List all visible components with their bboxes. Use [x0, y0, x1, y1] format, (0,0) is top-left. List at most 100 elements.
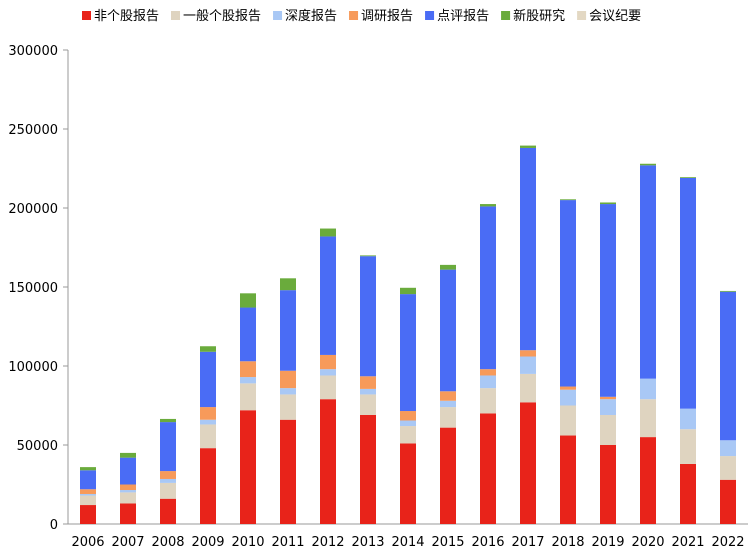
bar-segment: [600, 414, 616, 445]
bar-segment: [640, 163, 656, 166]
x-tick-label: 2021: [671, 535, 704, 550]
bar-segment: [640, 165, 656, 379]
bar-segment: [720, 479, 736, 524]
bar-segment: [480, 206, 496, 370]
bar-segment: [80, 467, 96, 471]
bar-segment: [280, 278, 296, 291]
legend-swatch: [171, 11, 181, 20]
bar-segment: [520, 145, 536, 148]
bar-segment: [440, 400, 456, 408]
legend-swatch: [82, 11, 91, 20]
bar-segment: [80, 495, 96, 506]
bar-segment: [200, 351, 216, 408]
bar-segment: [640, 378, 656, 400]
x-tick-label: 2013: [351, 535, 384, 550]
legend-label: 一般个股报告: [183, 8, 261, 24]
y-tick-label: 50000: [17, 439, 58, 454]
bar-segment: [360, 256, 376, 377]
bar-segment: [680, 177, 696, 178]
legend-swatch: [273, 11, 283, 20]
bar-segment: [400, 294, 416, 412]
y-tick-label: 200000: [8, 202, 58, 217]
legend-swatch: [577, 11, 587, 20]
bar-segment: [400, 420, 416, 427]
x-tick-label: 2010: [231, 535, 264, 550]
bar-segment: [120, 452, 136, 458]
x-tick-label: 2016: [471, 535, 504, 550]
bar-segment: [640, 437, 656, 524]
legend-label: 点评报告: [437, 9, 489, 24]
bar-segment: [240, 307, 256, 362]
bar-segment: [440, 264, 456, 270]
bars: [80, 145, 736, 524]
x-tick-label: 2015: [431, 535, 464, 550]
bar-segment: [520, 373, 536, 403]
legend-label: 深度报告: [285, 8, 337, 24]
bar-segment: [480, 369, 496, 376]
bar-segment: [320, 375, 336, 400]
bar-segment: [320, 228, 336, 237]
bar-segment: [360, 388, 376, 395]
bar-segment: [520, 147, 536, 351]
bar-segment: [120, 490, 136, 493]
y-tick-label: 250000: [8, 123, 58, 138]
bar-segment: [440, 407, 456, 428]
legend-label: 新股研究: [513, 8, 565, 24]
bar-segment: [680, 177, 696, 409]
bar-segment: [680, 463, 696, 524]
bar-segment: [480, 413, 496, 524]
bar-segment: [240, 377, 256, 384]
bar-segment: [280, 388, 296, 395]
x-tick-label: 2018: [551, 535, 584, 550]
legend: 非个股报告 一般个股报告 深度报告 调研报告 点评报告 新股研究 会议纪要: [82, 8, 641, 24]
legend-label: 会议纪要: [589, 9, 641, 24]
bar-segment: [280, 394, 296, 420]
bar-segment: [600, 445, 616, 524]
bar-segment: [560, 435, 576, 524]
bar-segment: [600, 396, 616, 400]
bar-segment: [400, 287, 416, 295]
x-tick-label: 2019: [591, 535, 624, 550]
bar-segment: [200, 419, 216, 425]
bar-segment: [160, 418, 176, 423]
bar-segment: [120, 492, 136, 504]
bar-segment: [320, 354, 336, 370]
bar-segment: [200, 346, 216, 352]
x-tick-label: 2006: [71, 535, 104, 550]
bar-segment: [360, 394, 376, 415]
x-tick-label: 2009: [191, 535, 224, 550]
x-tick-label: 2022: [711, 535, 744, 550]
bar-segment: [720, 290, 736, 292]
x-tick-label: 2014: [391, 535, 424, 550]
bar-segment: [520, 350, 536, 357]
bar-segment: [600, 202, 616, 205]
bar-segment: [720, 440, 736, 457]
y-tick-label: 300000: [8, 44, 58, 59]
bar-segment: [600, 399, 616, 415]
bar-segment: [120, 503, 136, 524]
bar-segment: [160, 422, 176, 472]
bar-segment: [480, 204, 496, 207]
bar-segment: [80, 505, 96, 524]
legend-swatch: [425, 11, 435, 20]
bar-segment: [680, 408, 696, 430]
bar-segment: [520, 402, 536, 524]
x-tick-label: 2011: [271, 535, 304, 550]
legend-swatch: [501, 11, 511, 20]
bar-segment: [160, 478, 176, 483]
bar-segment: [80, 470, 96, 490]
bar-segment: [520, 356, 536, 374]
bar-segment: [120, 457, 136, 485]
bar-segment: [560, 386, 576, 390]
bar-segment: [720, 291, 736, 441]
x-tick-label: 2007: [111, 535, 144, 550]
bar-segment: [440, 269, 456, 392]
bar-segment: [400, 443, 416, 524]
bar-segment: [240, 410, 256, 524]
bar-segment: [480, 375, 496, 389]
bar-segment: [400, 411, 416, 421]
bar-segment: [400, 426, 416, 444]
bar-segment: [560, 200, 576, 387]
bar-segment: [80, 493, 96, 496]
bar-segment: [360, 414, 376, 524]
